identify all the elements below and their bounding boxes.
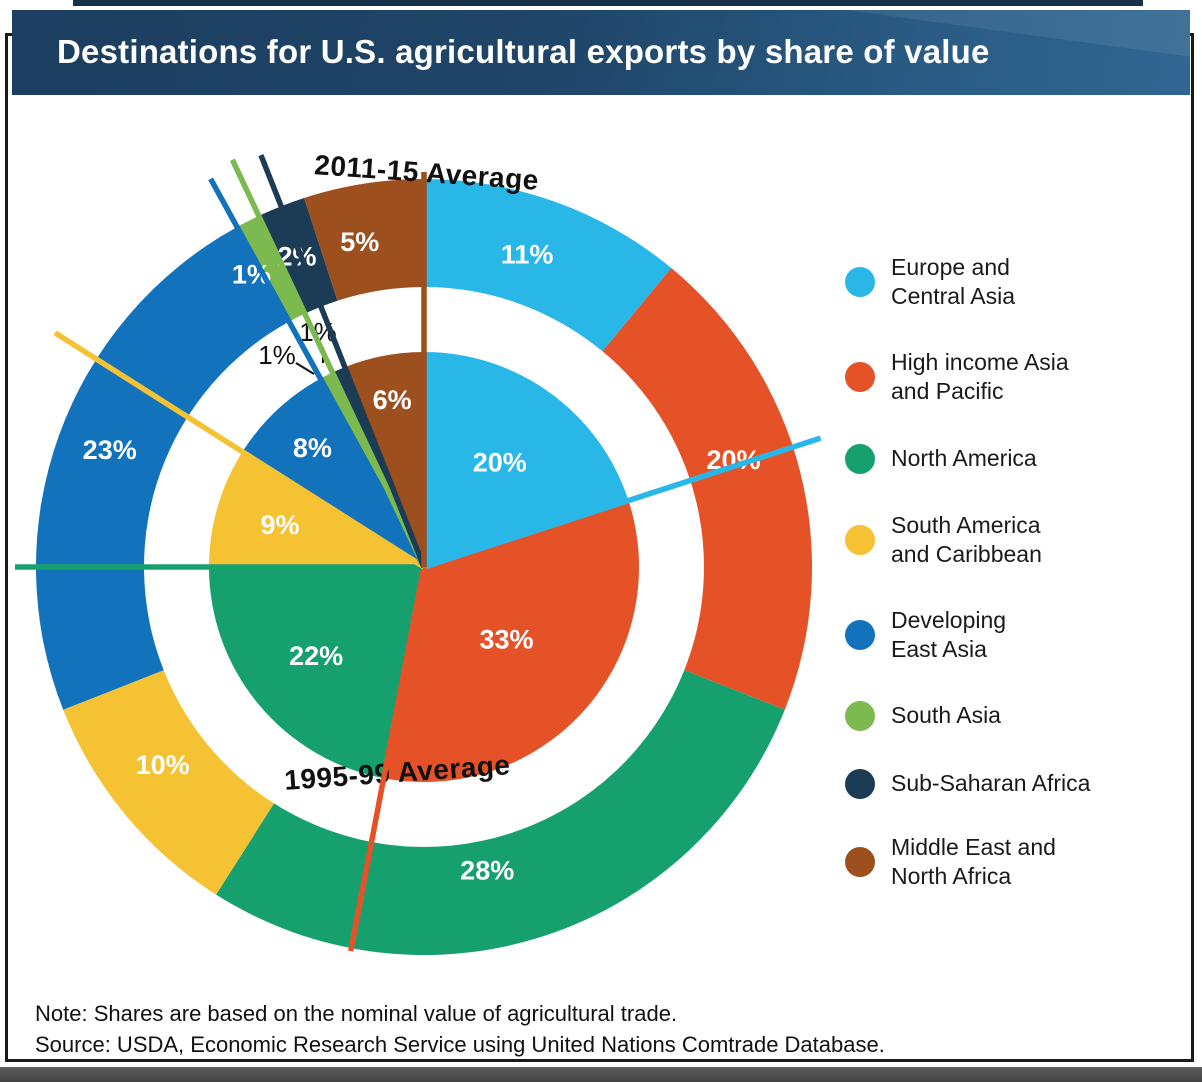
inner-label-south-america-and-caribbean: 9% [260, 510, 299, 540]
legend-dot-high-income-asia-pacific [845, 362, 875, 392]
page-title: Destinations for U.S. agricultural expor… [57, 32, 990, 70]
outer-segment-middle-east-and-north-africa [304, 179, 424, 301]
divider-line-europe-and-central-asia [423, 435, 822, 570]
legend-dot-europe-central-asia [845, 267, 875, 297]
outer-segment-europe-and-central-asia [424, 179, 672, 352]
inner-slice-high-income-asia-and-pacific [383, 500, 640, 783]
inner-slice-europe-and-central-asia [424, 352, 629, 567]
outer-label-europe-and-central-asia: 11% [501, 240, 554, 270]
legend-label: South America and Caribbean [891, 512, 1042, 567]
legend-label: South Asia [891, 702, 1001, 728]
legend-item-south-america-caribbean: South America and Caribbean [845, 511, 1042, 569]
top-edge-strip [73, 0, 1143, 6]
legend-item-sub-saharan-africa: Sub-Saharan Africa [845, 768, 1091, 799]
legend-dot-developing-east-asia [845, 620, 875, 650]
legend-dot-middle-east-north-africa [845, 847, 875, 877]
legend-dot-sub-saharan-africa [845, 768, 875, 799]
divider-line-developing-east-asia [208, 177, 427, 569]
legend-item-middle-east-north-africa: Middle East and North Africa [845, 833, 1056, 891]
legend-label: Europe and Central Asia [891, 254, 1016, 309]
inner-slice-developing-east-asia [242, 378, 424, 567]
inner-label-high-income-asia-and-pacific: 33% [479, 625, 533, 655]
inner-label-europe-and-central-asia: 20% [473, 448, 527, 478]
legend-label: Developing East Asia [891, 607, 1007, 662]
legend-label: Middle East and North Africa [891, 834, 1056, 889]
legend-item-developing-east-asia: Developing East Asia [845, 606, 1006, 664]
divider-line-sub-saharan-africa [258, 154, 427, 569]
callout-leader-line [295, 362, 315, 375]
outer-label-south-america-and-caribbean: 10% [136, 750, 190, 780]
bottom-edge-strip [0, 1067, 1202, 1082]
legend-label: North America [891, 445, 1037, 471]
note-line: Note: Shares are based on the nominal va… [35, 1001, 678, 1026]
legend-item-europe-central-asia: Europe and Central Asia [845, 253, 1015, 311]
legend-dot-south-asia [845, 700, 875, 731]
inner-label-middle-east-and-north-africa: 6% [373, 385, 412, 415]
divider-line-south-america-and-caribbean [53, 330, 426, 570]
legend-dot-north-america [845, 443, 875, 474]
ring-title-1995-99-average: 1995-99 Average [283, 749, 511, 796]
source-line: Source: USDA, Economic Research Service … [35, 1032, 885, 1057]
outer-segment-south-asia [237, 215, 305, 322]
outer-label-developing-east-asia: 23% [83, 435, 137, 465]
footer-notes: Note: Shares are based on the nominal va… [35, 998, 885, 1060]
legend-label: Sub-Saharan Africa [891, 770, 1091, 796]
outer-label-middle-east-and-north-africa: 5% [340, 227, 379, 257]
legend-label: High income Asia and Pacific [891, 349, 1069, 404]
outer-segment-developing-east-asia [35, 227, 290, 710]
outer-segment-high-income-asia-and-pacific [602, 268, 813, 710]
inner-label-developing-east-asia: 8% [293, 433, 332, 463]
title-bar: Destinations for U.S. agricultural expor… [12, 10, 1190, 95]
inner-label-north-america: 22% [289, 641, 343, 671]
divider-line-high-income-asia-and-pacific [347, 566, 427, 952]
legend-item-north-america: North America [845, 443, 1037, 474]
outer-segment-north-america [216, 670, 785, 956]
divider-line-south-asia [229, 158, 427, 569]
legend-dot-south-america-caribbean [845, 525, 875, 555]
legend-item-high-income-asia-pacific: High income Asia and Pacific [845, 348, 1069, 406]
inner-slice-north-america [208, 567, 424, 779]
inner-slice-south-america-and-caribbean [209, 451, 424, 567]
legend-item-south-asia: South Asia [845, 700, 1001, 731]
inner-callout-south-asia: 1% [258, 340, 296, 370]
outer-label-north-america: 28% [460, 856, 514, 886]
outer-segment-south-america-and-caribbean [63, 670, 275, 895]
